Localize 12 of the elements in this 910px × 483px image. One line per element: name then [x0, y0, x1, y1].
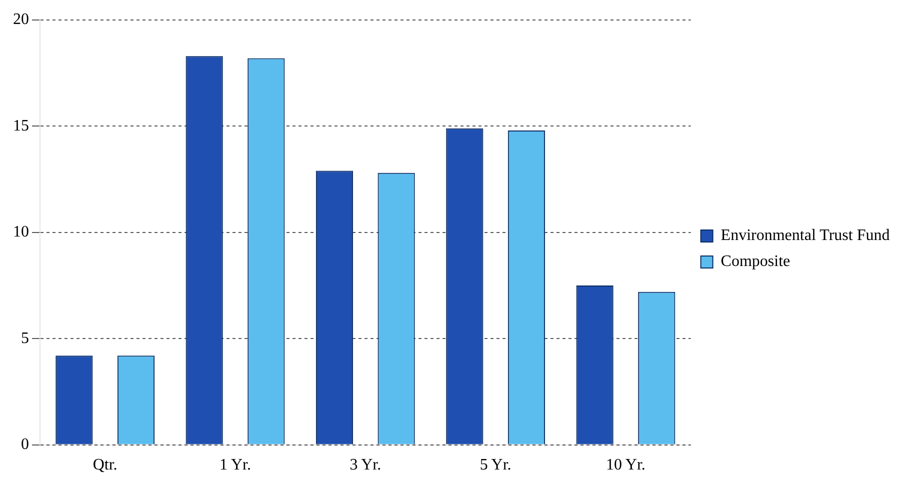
y-tick-label: 10 [13, 224, 29, 241]
legend-label: Composite [720, 253, 790, 270]
x-tick-label: 3 Yr. [350, 456, 382, 474]
y-tick-label: 15 [13, 117, 29, 134]
x-tick-label: 1 Yr. [220, 456, 251, 474]
y-tick-label: 5 [21, 330, 29, 347]
legend-label: Environmental Trust Fund [720, 227, 890, 244]
x-tick-label: 10 Yr. [606, 456, 646, 474]
x-tick-label: Qtr. [92, 456, 118, 474]
x-tick-label: 5 Yr. [480, 456, 512, 474]
y-tick-label: 20 [13, 11, 29, 28]
y-tick-label: 0 [21, 436, 29, 454]
